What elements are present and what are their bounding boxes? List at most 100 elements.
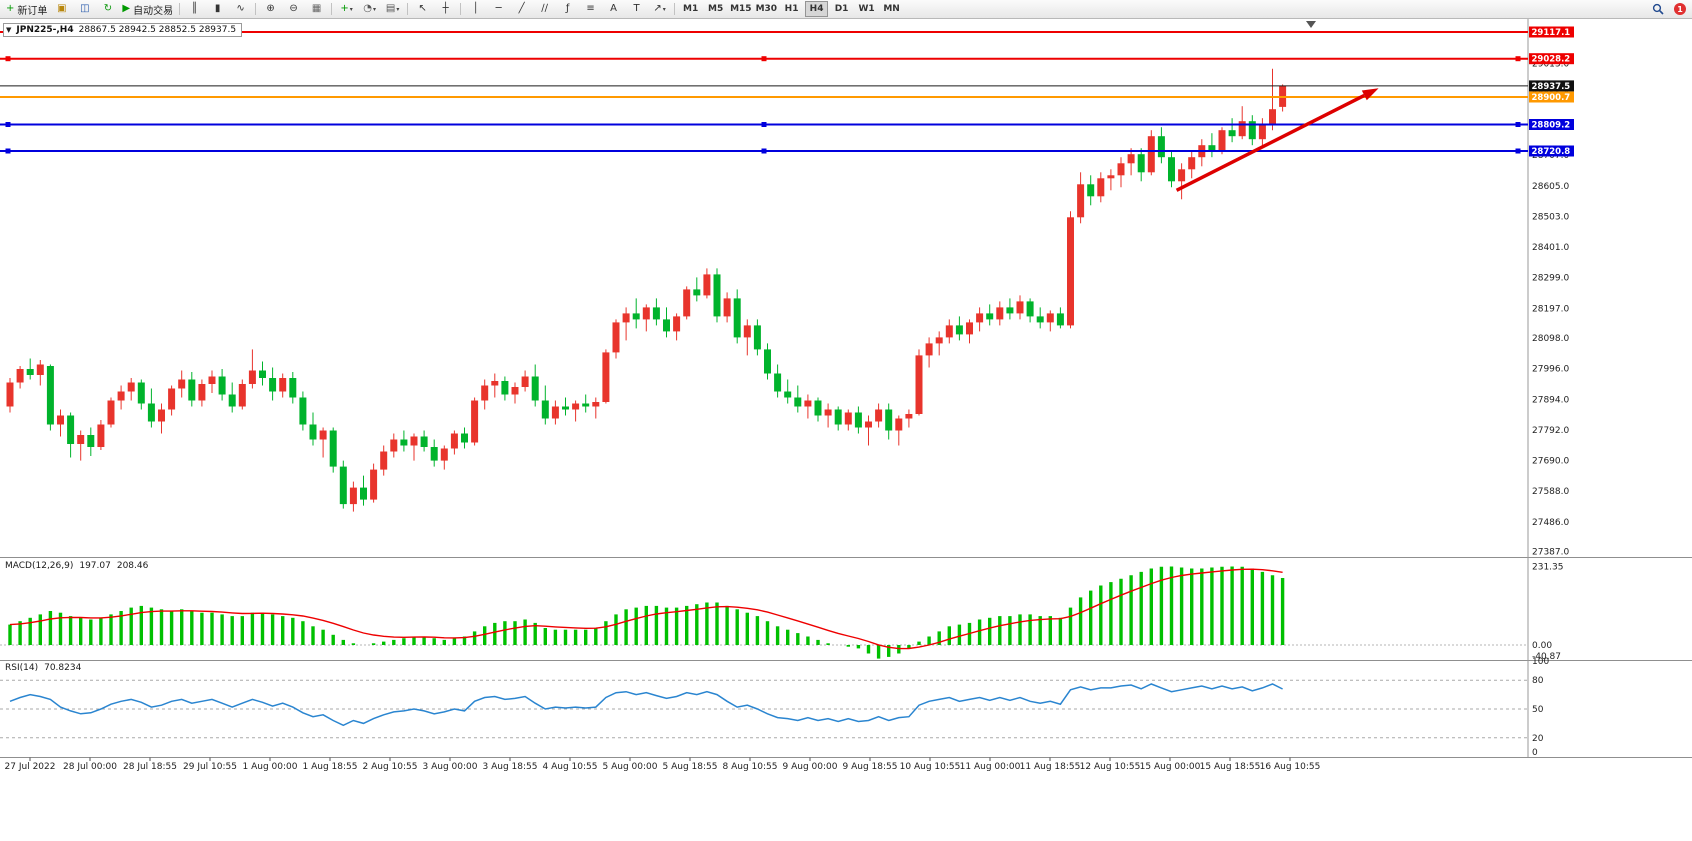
support-line-2-handle[interactable] xyxy=(761,148,767,154)
candle-body xyxy=(77,435,85,444)
timeframe-m15-button[interactable]: M15 xyxy=(730,4,752,14)
candle-body xyxy=(26,369,34,375)
time-label: 10 Aug 10:55 xyxy=(900,762,961,772)
toolbar-buttons: + 新订单 ▣ ◫ ↻ ▶ 自动交易 ║ ▮ ∿ ⊕ ⊖ ▦ + ▾ ◔ ▾ ▤ ▾ ↖ ┼ │ ─ ╱ ∕∕ ƒ ≡ A T ↗ ▾ M1 M… xyxy=(3,0,904,18)
candle-body xyxy=(966,322,973,335)
macd-signal-value: 208.46 xyxy=(116,561,149,571)
chart-shift-marker[interactable] xyxy=(1306,21,1316,28)
chart-window-button[interactable]: ▣ xyxy=(50,0,73,18)
zoom-out-icon: ⊖ xyxy=(289,3,298,14)
auto-trading-button[interactable]: ▶ 自动交易 xyxy=(119,0,176,18)
candle-body xyxy=(147,403,155,422)
zoom-in-button[interactable]: ⊕ xyxy=(259,0,282,18)
trendline-button[interactable]: ╱ xyxy=(510,0,533,18)
templates-button[interactable]: ▤ ▾ xyxy=(381,0,404,18)
candle-body xyxy=(1026,301,1034,317)
candle-body xyxy=(955,325,963,335)
timeframe-d1-button[interactable]: D1 xyxy=(834,4,849,14)
tile-windows-button[interactable]: ▦ xyxy=(305,0,328,18)
indicators-button[interactable]: + ▾ xyxy=(335,0,358,18)
candle-body xyxy=(198,384,206,401)
candlestick-chart-icon: ▮ xyxy=(214,3,221,14)
text-button[interactable]: A xyxy=(602,0,625,18)
timeframe-mn-button[interactable]: MN xyxy=(883,4,900,14)
templates-caret-icon: ▾ xyxy=(396,5,400,13)
candle-body xyxy=(693,289,701,296)
timeframe-w1-button[interactable]: W1 xyxy=(858,4,875,14)
candle-body xyxy=(67,415,75,444)
periods-icon: ◔ xyxy=(363,3,372,14)
time-label: 11 Aug 18:55 xyxy=(1020,762,1081,772)
crosshair-button[interactable]: ┼ xyxy=(434,0,457,18)
time-label: 5 Aug 18:55 xyxy=(663,762,718,772)
candle-body xyxy=(420,436,428,447)
timeframe-h1-button[interactable]: H1 xyxy=(784,4,799,14)
market-watch-icon: ◫ xyxy=(80,3,90,14)
one-click-trading-toggle-icon[interactable]: ▼ xyxy=(6,25,12,34)
candle-body xyxy=(733,298,741,338)
candle-body xyxy=(349,487,357,505)
price-tick-label: 28605.0 xyxy=(1532,182,1569,192)
candle-body xyxy=(622,313,630,323)
resistance-line-2-handle[interactable] xyxy=(5,56,11,62)
chart-plot-area[interactable] xyxy=(0,18,1528,557)
resistance-line-2-handle[interactable] xyxy=(761,56,767,62)
new-order-button[interactable]: + 新订单 xyxy=(3,0,50,18)
vertical-line-icon: │ xyxy=(472,3,479,14)
candle-body xyxy=(1258,124,1266,140)
candle-body xyxy=(511,387,519,395)
vertical-line-button[interactable]: │ xyxy=(464,0,487,18)
candle-body xyxy=(905,414,913,419)
support-line-2-handle[interactable] xyxy=(1515,148,1521,154)
candle-body xyxy=(168,388,176,410)
time-axis[interactable] xyxy=(0,757,1692,776)
text-label-button[interactable]: T xyxy=(625,0,648,18)
candle-body xyxy=(996,307,1004,320)
support-line-1-handle[interactable] xyxy=(1515,122,1521,127)
timeframe-m1-button[interactable]: M1 xyxy=(682,4,699,14)
equidistant-channel-button[interactable]: ∕∕ xyxy=(533,0,556,18)
trend-arrow[interactable] xyxy=(1175,88,1379,192)
macd-axis-label: 0.00 xyxy=(1532,641,1552,651)
macd-axis-label: -40.87 xyxy=(1532,652,1561,662)
time-label: 15 Aug 18:55 xyxy=(1200,762,1261,772)
candle-body xyxy=(87,435,95,447)
candle-body xyxy=(562,406,569,410)
support-line-1-handle[interactable] xyxy=(761,122,767,127)
search-button[interactable] xyxy=(1646,0,1669,18)
toolbar-separator xyxy=(460,3,462,15)
periods-button[interactable]: ◔ ▾ xyxy=(358,0,381,18)
arrows-caret-icon: ▾ xyxy=(662,5,666,13)
bar-chart-button[interactable]: ║ xyxy=(183,0,206,18)
timeframe-h4-button[interactable]: H4 xyxy=(805,1,829,17)
fibonacci-button[interactable]: ƒ xyxy=(556,0,579,18)
resistance-line-2-handle[interactable] xyxy=(1515,56,1521,62)
candlestick-chart-button[interactable]: ▮ xyxy=(206,0,229,18)
candle-body xyxy=(925,343,933,356)
timeframe-m30-button[interactable]: M30 xyxy=(755,4,778,14)
arrows-button[interactable]: ↗ ▾ xyxy=(648,0,671,18)
candle-body xyxy=(1056,313,1064,326)
candle-body xyxy=(127,382,135,392)
horizontal-line-button[interactable]: ─ xyxy=(487,0,510,18)
refresh-button[interactable]: ↻ xyxy=(96,0,119,18)
support-line-2-handle[interactable] xyxy=(5,148,11,154)
shapes-button[interactable]: ≡ xyxy=(579,0,602,18)
cursor-button[interactable]: ↖ xyxy=(411,0,434,18)
support-line-1-handle[interactable] xyxy=(5,122,11,127)
timeframe-m5-button[interactable]: M5 xyxy=(707,4,724,14)
candle-body xyxy=(107,400,115,425)
candle-body xyxy=(632,313,640,320)
candle-body xyxy=(642,307,650,320)
market-watch-button[interactable]: ◫ xyxy=(73,0,96,18)
notification-badge[interactable]: 1 xyxy=(1674,3,1686,15)
time-label: 3 Aug 18:55 xyxy=(483,762,538,772)
line-chart-button[interactable]: ∿ xyxy=(229,0,252,18)
candle-body xyxy=(804,400,812,407)
candle-body xyxy=(117,391,125,401)
zoom-out-button[interactable]: ⊖ xyxy=(282,0,305,18)
price-label-support-line-1: 28809.2 xyxy=(1529,119,1574,131)
candle-body xyxy=(1137,154,1145,173)
price-axis[interactable] xyxy=(1528,18,1692,757)
candle-body xyxy=(248,370,256,384)
